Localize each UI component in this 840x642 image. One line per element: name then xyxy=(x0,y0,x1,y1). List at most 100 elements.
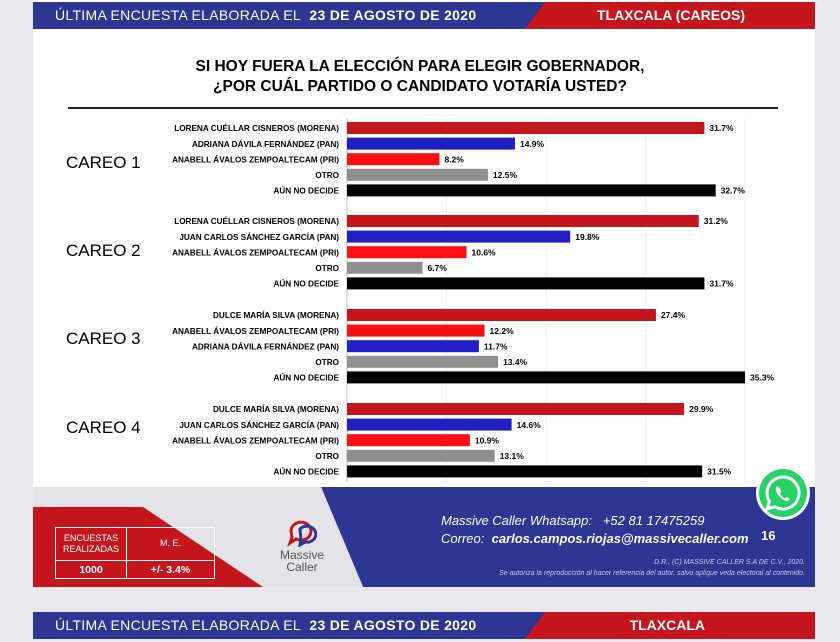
bar-value-label: 14.9% xyxy=(520,139,545,149)
bar xyxy=(347,434,470,447)
bar-category-label: AÚN NO DECIDE xyxy=(273,466,339,477)
bar-category-label: AÚN NO DECIDE xyxy=(273,278,339,289)
bar-category-label: LORENA CUÉLLAR CISNEROS (MORENA) xyxy=(174,123,339,133)
bar xyxy=(347,153,440,166)
bar xyxy=(347,371,745,384)
bar xyxy=(347,230,571,243)
next-header-survey-date: ÚLTIMA ENCUESTA ELABORADA EL 23 DE AGOST… xyxy=(55,617,476,633)
copyright-text: D.R., (C) MASSIVE CALLER S.A DE C.V., 20… xyxy=(654,559,805,566)
careo-group-label: CAREO 3 xyxy=(66,329,141,348)
whatsapp-contact: Massive Caller Whatsapp: +52 81 17475259 xyxy=(441,513,704,528)
email-contact: Correo: carlos.campos.riojas@massivecall… xyxy=(441,531,749,546)
header-survey-date: ÚLTIMA ENCUESTA ELABORADA EL 23 DE AGOST… xyxy=(55,7,476,23)
bar-value-label: 13.1% xyxy=(500,451,525,461)
bar-category-label: OTRO xyxy=(315,358,339,367)
next-header-date: 23 DE AGOSTO DE 2020 xyxy=(309,617,477,633)
logo-text: Massive Caller xyxy=(270,549,334,573)
bar xyxy=(347,340,479,353)
footer-blue-band xyxy=(321,487,815,587)
bar-category-label: DULCE MARÍA SILVA (MORENA) xyxy=(213,404,339,414)
bar-value-label: 31.5% xyxy=(707,467,732,477)
bar-category-label: ANABELL ÁVALOS ZEMPOALTECAM (PRI) xyxy=(172,247,339,257)
bar-value-label: 19.8% xyxy=(575,232,600,242)
careo-group-label: CAREO 4 xyxy=(66,418,141,437)
stats-me-label: M. E. xyxy=(159,538,181,548)
header-left-label: ÚLTIMA ENCUESTA ELABORADA EL xyxy=(55,7,301,23)
survey-stats-table: ENCUESTAS REALIZADAS M. E. 1000 +/- 3.4% xyxy=(55,527,215,579)
stats-horizontal-divider xyxy=(56,560,214,561)
whatsapp-number: +52 81 17475259 xyxy=(602,513,705,528)
bar-value-label: 35.3% xyxy=(750,373,775,383)
bar xyxy=(347,246,467,259)
bar xyxy=(347,309,656,321)
bar-value-label: 31.7% xyxy=(709,123,734,133)
bar xyxy=(347,465,703,478)
bar xyxy=(347,418,512,431)
bar xyxy=(347,137,515,150)
disclaimer-text: Se autoriza la reproducción al hacer ref… xyxy=(499,570,805,577)
bar-category-label: JUAN CARLOS SÁNCHEZ GARCÍA (PAN) xyxy=(179,420,339,430)
careo-group-label: CAREO 1 xyxy=(66,153,141,172)
bar-value-label: 32.7% xyxy=(721,186,746,196)
bar-value-label: 31.7% xyxy=(709,279,734,289)
bar-value-label: 10.6% xyxy=(472,247,497,257)
bar-value-label: 8.2% xyxy=(444,154,464,164)
stats-encuestas-label: ENCUESTAS REALIZADAS xyxy=(56,533,126,555)
whatsapp-label: Massive Caller Whatsapp: xyxy=(441,513,592,528)
next-header-state: TLAXCALA xyxy=(629,617,705,633)
bar-value-label: 6.7% xyxy=(428,263,448,273)
bar-category-label: OTRO xyxy=(315,264,339,273)
bar xyxy=(347,184,716,197)
massive-caller-logo: Massive Caller xyxy=(270,517,334,583)
stats-me-value: +/- 3.4% xyxy=(150,564,191,576)
whatsapp-icon[interactable] xyxy=(755,465,811,521)
bar xyxy=(347,168,488,181)
next-header-left-label: ÚLTIMA ENCUESTA ELABORADA EL xyxy=(55,617,301,633)
bar-category-label: ANABELL ÁVALOS ZEMPOALTECAM (PRI) xyxy=(172,326,339,336)
bar-value-label: 29.9% xyxy=(689,404,714,414)
bar-category-label: OTRO xyxy=(315,452,339,461)
bar-value-label: 13.4% xyxy=(503,357,528,367)
bar-category-label: DULCE MARÍA SILVA (MORENA) xyxy=(213,310,339,320)
bar xyxy=(347,324,485,337)
careo-group-label: CAREO 2 xyxy=(66,241,141,260)
next-slide-header-bar: ÚLTIMA ENCUESTA ELABORADA EL 23 DE AGOST… xyxy=(33,612,815,639)
bar-category-label: LORENA CUÉLLAR CISNEROS (MORENA) xyxy=(174,216,339,226)
bar-value-label: 11.7% xyxy=(484,341,508,351)
bar xyxy=(347,449,495,462)
header-date: 23 DE AGOSTO DE 2020 xyxy=(309,7,477,23)
bar-category-label: ANABELL ÁVALOS ZEMPOALTECAM (PRI) xyxy=(172,435,339,445)
footer-panel: ENCUESTAS REALIZADAS M. E. 1000 +/- 3.4% … xyxy=(33,487,815,587)
bar xyxy=(347,122,705,134)
bar-category-label: ADRIANA DÁVILA FERNÁNDEZ (PAN) xyxy=(192,139,339,149)
bar xyxy=(347,277,705,290)
bar-chart: CAREO 1 LORENA CUÉLLAR CISNEROS (MORENA) 3… xyxy=(66,118,775,482)
email-label: Correo: xyxy=(441,531,485,546)
bar xyxy=(347,215,699,227)
email-address: carlos.campos.riojas@massivecaller.com xyxy=(491,531,749,546)
header-state: TLAXCALA (CAREOS) xyxy=(596,7,745,23)
next-header-red-band xyxy=(525,612,815,639)
stats-encuestas-label-2: REALIZADAS xyxy=(62,544,120,554)
bar xyxy=(347,355,499,368)
bar-category-label: OTRO xyxy=(315,171,339,180)
logo-line-1: Massive xyxy=(279,548,324,562)
bar-value-label: 31.2% xyxy=(704,216,729,226)
question-line-1: SI HOY FUERA LA ELECCIÓN PARA ELEGIR GOB… xyxy=(195,58,645,75)
title-divider xyxy=(68,107,778,109)
header-red-band xyxy=(525,2,815,29)
question-line-2: ¿POR CUÁL PARTIDO O CANDIDATO VOTARÍA US… xyxy=(213,78,627,95)
bar-category-label: AÚN NO DECIDE xyxy=(273,185,339,196)
bar-value-label: 10.9% xyxy=(475,435,500,445)
bar xyxy=(347,403,685,415)
bar-value-label: 12.2% xyxy=(490,326,515,336)
header-bar: ÚLTIMA ENCUESTA ELABORADA EL 23 DE AGOST… xyxy=(33,2,815,29)
bar-value-label: 14.6% xyxy=(517,420,542,430)
speech-bubble-logo-icon xyxy=(287,520,317,547)
stats-vertical-divider xyxy=(126,528,127,578)
bar-category-label: AÚN NO DECIDE xyxy=(273,372,339,383)
stats-encuestas-label-1: ENCUESTAS xyxy=(63,533,119,543)
bar-category-label: ADRIANA DÁVILA FERNÁNDEZ (PAN) xyxy=(192,341,339,351)
bar-value-label: 12.5% xyxy=(493,170,518,180)
logo-line-2: Caller xyxy=(286,560,318,574)
